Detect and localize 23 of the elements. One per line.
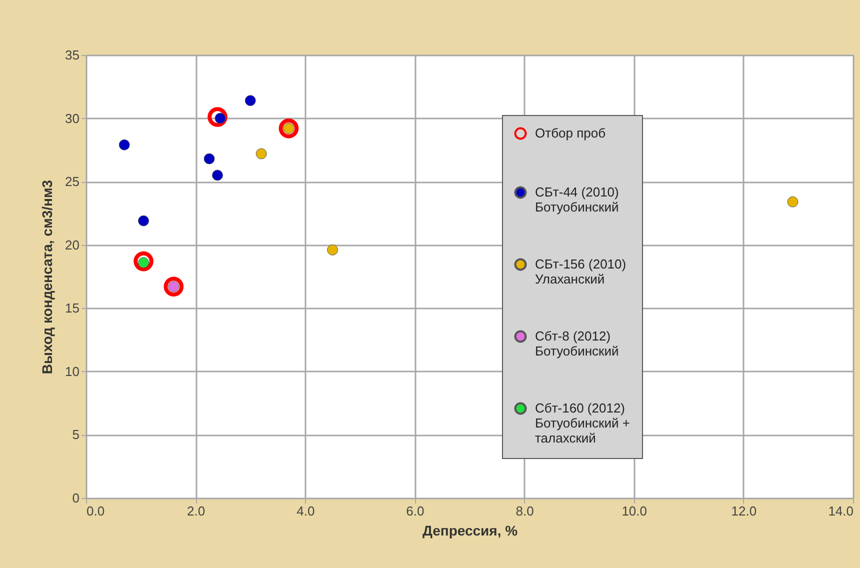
legend-label: Отбор проб	[535, 126, 606, 140]
y-tick-label: 20	[65, 237, 80, 252]
x-tick-label: 14.0	[828, 504, 854, 518]
y-tick-label: 30	[65, 110, 80, 126]
x-tick-label: 10.0	[622, 504, 648, 518]
x-tick-label: 6.0	[406, 504, 424, 518]
x-tick-label: 8.0	[516, 504, 534, 518]
y-tick-label: 5	[72, 427, 80, 442]
y-tick-label: 25	[65, 174, 80, 190]
y-tick-label: 10	[65, 364, 80, 379]
legend-label: СБт-44 (2010) Ботуобинский	[535, 184, 619, 214]
x-tick-label: 0.0	[86, 504, 105, 518]
x-tick-label: 2.0	[187, 504, 206, 518]
y-axis-title: Выход конденсата, см3/нм3	[39, 180, 56, 374]
x-tick-label: 4.0	[296, 504, 315, 518]
y-tick-label: 0	[72, 490, 80, 506]
y-tick-label: 15	[65, 300, 80, 316]
legend-label: Сбт-8 (2012) Ботуобинский	[535, 328, 619, 358]
y-tick-label: 35	[65, 48, 80, 62]
x-axis-title: Депрессия, %	[422, 522, 518, 538]
legend-label: Сбт-160 (2012) Ботуобинский + талахский	[535, 400, 630, 446]
legend-label: СБт-156 (2010) Улаханский	[535, 256, 626, 286]
x-tick-label: 12.0	[731, 504, 757, 518]
